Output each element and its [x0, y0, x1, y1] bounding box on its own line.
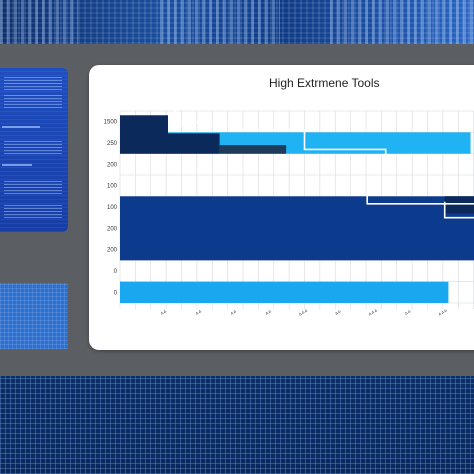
y-tick-label: 0 — [114, 290, 118, 296]
chart-step-1 — [219, 145, 287, 154]
chart-outline-0 — [127, 101, 387, 158]
x-axis: ᐞᐞᐞᐞᐞᐞᐞᐞᐞᐞᐞᐞᐞᐞᐞᐞᐞᐞᐞᐞᐞᐞᐞ — [160, 308, 474, 319]
bands — [120, 132, 474, 303]
y-tick-label: 1500 — [104, 120, 118, 126]
side-panel-text-row — [4, 140, 62, 154]
x-tick-label: ᐞᐞᐞ — [298, 308, 310, 319]
chart-outline-2 — [443, 201, 474, 219]
y-tick-label: 100 — [107, 205, 118, 211]
chart-outline-1 — [366, 194, 474, 205]
y-tick-label: 100 — [107, 184, 118, 190]
side-panel — [0, 68, 68, 232]
chart-title: High Extrmene Tools — [269, 76, 380, 90]
x-tick-label: ᐞᐞ — [229, 309, 238, 318]
y-tick-label: 200 — [107, 248, 118, 254]
x-tick-label: ᐞᐞ — [334, 309, 343, 318]
banner-pattern-right — [330, 0, 474, 44]
chart-band-2 — [120, 281, 449, 303]
x-tick-label: ᐞᐞ — [264, 309, 273, 318]
side-panel-text-row — [4, 76, 62, 90]
side-panel-text-row — [4, 180, 62, 194]
x-tick-label: ᐞᐞ — [404, 309, 413, 318]
banner-pattern-left — [0, 0, 78, 44]
header-banner — [0, 0, 474, 44]
side-panel-text-row — [4, 94, 62, 108]
chart-band-1 — [120, 196, 474, 261]
banner-pattern-center — [160, 0, 280, 44]
x-tick-label: ᐞᐞᐞ — [368, 308, 380, 319]
x-tick-label: ᐞᐞᐞ — [437, 308, 449, 319]
x-tick-label: ᐞᐞ — [160, 309, 169, 318]
y-tick-label: 250 — [107, 141, 118, 147]
side-tile — [0, 283, 68, 349]
chart-step-2 — [444, 196, 474, 214]
x-tick-label: ᐞᐞ — [195, 309, 204, 318]
y-axis: 1500 250 200 100 100 200 200 0 0 — [104, 120, 118, 297]
chart-step-0 — [120, 115, 220, 154]
footer-grid — [0, 376, 474, 474]
y-tick-label: 0 — [114, 269, 118, 275]
y-tick-label: 200 — [107, 162, 118, 168]
chart-card: High Extrmene Tools 1500 250 200 100 100 200 2… — [89, 65, 474, 350]
outline-lines — [127, 101, 474, 219]
side-panel-text-row — [4, 204, 62, 218]
y-tick-label: 200 — [107, 226, 118, 232]
step-shapes — [120, 115, 474, 214]
side-panel-divider — [2, 126, 40, 128]
side-panel-divider — [2, 164, 32, 166]
